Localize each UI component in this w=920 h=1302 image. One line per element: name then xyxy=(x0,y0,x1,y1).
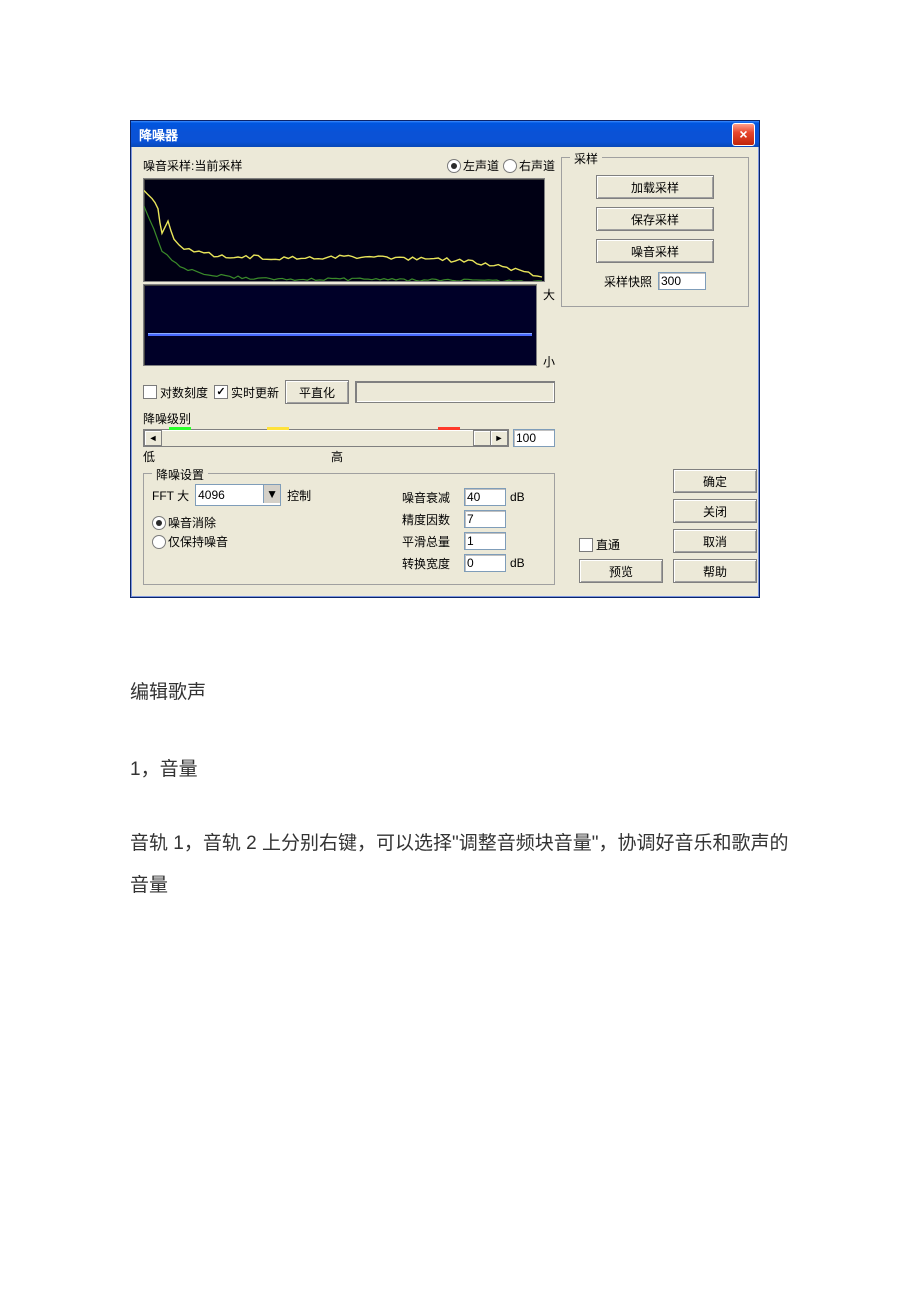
realtime-checkbox[interactable]: 实时更新 xyxy=(214,384,279,401)
snapshot-label: 采样快照 xyxy=(604,273,652,290)
snapshot-input[interactable]: 300 xyxy=(658,272,706,290)
close-icon[interactable]: × xyxy=(732,123,755,146)
settings-fieldset: 降噪设置 FFT 大 4096 ▼ 控制 xyxy=(143,473,555,585)
channel-radio-group: 左声道 右声道 xyxy=(447,157,555,174)
preview-button[interactable]: 预览 xyxy=(579,559,663,583)
atten-unit: dB xyxy=(510,490,528,504)
noise-sample-button[interactable]: 噪音采样 xyxy=(596,239,714,263)
log-scale-checkbox[interactable]: 对数刻度 xyxy=(143,384,208,401)
left-channel-label: 左声道 xyxy=(463,157,499,174)
fft-prefix: FFT 大 xyxy=(152,487,189,504)
ok-button[interactable]: 确定 xyxy=(673,469,757,493)
flatten-button[interactable]: 平直化 xyxy=(285,380,349,404)
slider-thumb[interactable] xyxy=(473,430,491,446)
checkbox-icon xyxy=(143,385,157,399)
level-high-label: 高 xyxy=(331,448,379,465)
reduction-graph[interactable] xyxy=(143,284,537,366)
trans-label: 转换宽度 xyxy=(402,555,460,572)
arrow-right-icon[interactable]: ► xyxy=(490,430,508,446)
level-low-label: 低 xyxy=(143,448,155,465)
document-body: 编辑歌声 1，音量 音轨 1，音轨 2 上分别右键，可以选择"调整音频块音量"，… xyxy=(130,668,790,906)
noise-reduction-dialog: 降噪器 × 噪音采样:当前采样 左声道 xyxy=(130,120,760,598)
sampling-label: 噪音采样:当前采样 xyxy=(143,157,447,174)
chevron-down-icon: ▼ xyxy=(263,485,280,503)
radio-icon xyxy=(503,159,517,173)
left-channel-radio[interactable]: 左声道 xyxy=(447,157,499,174)
reduction-line xyxy=(148,333,532,336)
status-strip xyxy=(355,381,555,403)
settings-legend: 降噪设置 xyxy=(152,466,208,483)
keep-noise-radio[interactable]: 仅保持噪音 xyxy=(152,533,402,550)
fft-suffix: 控制 xyxy=(287,487,311,504)
arrow-left-icon[interactable]: ◄ xyxy=(144,430,162,446)
radio-icon xyxy=(447,159,461,173)
window-title: 降噪器 xyxy=(139,125,732,144)
right-channel-label: 右声道 xyxy=(519,157,555,174)
sampling-fieldset: 采样 加载采样 保存采样 噪音采样 采样快照 300 xyxy=(561,157,749,307)
titlebar[interactable]: 降噪器 × xyxy=(131,121,759,147)
atten-input[interactable]: 40 xyxy=(464,488,506,506)
trans-unit: dB xyxy=(510,556,528,570)
atten-label: 噪音衰减 xyxy=(402,489,460,506)
precision-input[interactable]: 7 xyxy=(464,510,506,528)
level-slider[interactable]: ◄ ► xyxy=(143,429,509,447)
remove-noise-radio[interactable]: 噪音消除 xyxy=(152,514,402,531)
right-channel-radio[interactable]: 右声道 xyxy=(503,157,555,174)
help-button[interactable]: 帮助 xyxy=(673,559,757,583)
close-button[interactable]: 关闭 xyxy=(673,499,757,523)
checkbox-icon xyxy=(214,385,228,399)
smooth-label: 平滑总量 xyxy=(402,533,460,550)
doc-paragraph: 音轨 1，音轨 2 上分别右键，可以选择"调整音频块音量"，协调好音乐和歌声的音… xyxy=(130,823,790,907)
smooth-input[interactable]: 1 xyxy=(464,532,506,550)
doc-section: 1，音量 xyxy=(130,745,790,794)
passthrough-checkbox[interactable]: 直通 xyxy=(579,536,620,553)
precision-label: 精度因数 xyxy=(402,511,460,528)
graph-bottom-label: 小 xyxy=(543,353,555,370)
sampling-legend: 采样 xyxy=(570,150,602,167)
graph-top-label: 大 xyxy=(543,286,555,303)
fft-size-combo[interactable]: 4096 ▼ xyxy=(195,484,281,506)
noise-spectrum-display xyxy=(143,178,545,282)
level-label: 降噪级别 xyxy=(143,410,555,427)
radio-icon xyxy=(152,535,166,549)
doc-heading: 编辑歌声 xyxy=(130,668,790,717)
save-sample-button[interactable]: 保存采样 xyxy=(596,207,714,231)
level-value-input[interactable]: 100 xyxy=(513,429,555,447)
trans-input[interactable]: 0 xyxy=(464,554,506,572)
checkbox-icon xyxy=(579,538,593,552)
radio-icon xyxy=(152,516,166,530)
load-sample-button[interactable]: 加载采样 xyxy=(596,175,714,199)
cancel-button[interactable]: 取消 xyxy=(673,529,757,553)
